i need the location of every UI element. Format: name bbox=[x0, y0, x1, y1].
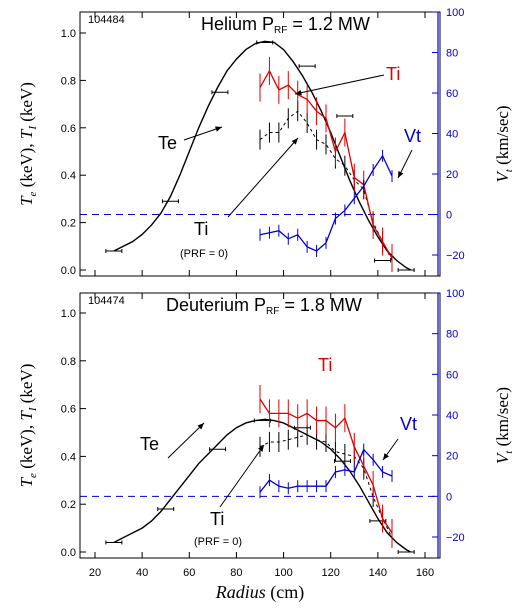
x-tick-label: 120 bbox=[322, 567, 340, 579]
ti-arrow-head bbox=[295, 89, 302, 96]
vt-annotation: Vt bbox=[400, 414, 417, 434]
te-annotation: Te bbox=[140, 434, 159, 454]
y-right-tick-label: 60 bbox=[446, 369, 458, 381]
vt-curve bbox=[259, 154, 393, 252]
vt-arrow-head bbox=[383, 453, 389, 460]
x-tick-label: 80 bbox=[230, 567, 242, 579]
panel-2: 0.0 0.2 0.4 0.6 0.8 1.0 −20 0 20 40 60 80 100 20 40 60 8… bbox=[17, 288, 515, 603]
y-right-tick-label: 20 bbox=[446, 169, 458, 181]
x-tick-label: 160 bbox=[416, 567, 434, 579]
axes-frame bbox=[79, 11, 441, 277]
shot-number: 104474 bbox=[88, 295, 125, 307]
y-right-tick-label: −20 bbox=[446, 532, 465, 544]
ti-arrow bbox=[294, 74, 385, 95]
y-left-tick-label: 1.0 bbox=[61, 308, 76, 320]
ti0-annotation: Ti bbox=[210, 509, 224, 529]
te-arrow bbox=[183, 126, 223, 141]
vt-annotation: Vt bbox=[404, 126, 421, 146]
axes-frame bbox=[79, 292, 441, 559]
y-left-tick-label: 0.0 bbox=[61, 547, 76, 559]
ti0-arrow-head bbox=[291, 138, 298, 145]
y-right-tick-label: 0 bbox=[446, 210, 452, 222]
te-curve bbox=[113, 418, 412, 553]
panel-title: Helium PRF = 1.2 MW bbox=[201, 14, 370, 36]
y-left-label: Te (keV), TI (keV) bbox=[17, 364, 39, 488]
y-left-tick-label: 0.8 bbox=[61, 75, 76, 87]
y-right-tick-label: 40 bbox=[446, 410, 458, 422]
ti0-note: (PRF = 0) bbox=[194, 536, 242, 548]
ti-curve bbox=[259, 69, 393, 259]
ti0-note: (PRF = 0) bbox=[180, 248, 228, 260]
y-left-tick-label: 0.0 bbox=[61, 265, 76, 277]
x-tick-label: 20 bbox=[89, 567, 101, 579]
te-arrow-head bbox=[215, 126, 222, 132]
te-arrow bbox=[167, 422, 205, 459]
y-left-tick-label: 0.2 bbox=[61, 218, 76, 230]
ti0-arrow-head bbox=[258, 445, 264, 452]
ti0-arrow bbox=[219, 444, 265, 508]
x-axis-label: Radius (cm) bbox=[215, 582, 305, 603]
te-arrow-head bbox=[197, 423, 204, 430]
ti0-arrow bbox=[227, 137, 299, 218]
y-right-tick-label: 0 bbox=[446, 491, 452, 503]
y-left-tick-label: 0.4 bbox=[61, 451, 76, 463]
x-tick-label: 140 bbox=[369, 567, 387, 579]
panel-1: 0.0 0.2 0.4 0.6 0.8 1.0 −20 0 20 40 60 80 100 104484 H… bbox=[17, 7, 515, 277]
y-right-tick-label: 80 bbox=[446, 48, 458, 60]
y-left-label: Te (keV), TI (keV) bbox=[17, 82, 39, 206]
y-right-tick-label: 100 bbox=[446, 288, 464, 300]
x-tick-label: 40 bbox=[136, 567, 148, 579]
y-left-tick-label: 0.6 bbox=[61, 123, 76, 135]
y-right-tick-label: 100 bbox=[446, 7, 464, 19]
x-tick-label: 60 bbox=[183, 567, 195, 579]
y-right-tick-label: 60 bbox=[446, 88, 458, 100]
y-left-tick-label: 0.6 bbox=[61, 404, 76, 416]
y-right-tick-label: 80 bbox=[446, 329, 458, 341]
y-left-tick-label: 0.8 bbox=[61, 356, 76, 368]
y-right-tick-label: −20 bbox=[446, 250, 465, 262]
y-right-tick-label: 40 bbox=[446, 129, 458, 141]
vt-arrow-head bbox=[398, 171, 404, 178]
panel-title: Deuterium PRF = 1.8 MW bbox=[166, 295, 362, 317]
y-right-tick-label: 20 bbox=[446, 451, 458, 463]
shot-number: 104484 bbox=[88, 14, 125, 26]
te-curve bbox=[113, 40, 412, 271]
y-left-tick-label: 0.2 bbox=[61, 499, 76, 511]
x-tick-label: 100 bbox=[274, 567, 292, 579]
ti0-curve bbox=[259, 110, 393, 261]
ti0-annotation: Ti bbox=[194, 219, 208, 239]
y-right-label: Vt (km/sec) bbox=[493, 387, 515, 464]
y-left-tick-label: 0.4 bbox=[61, 170, 76, 182]
ti-annotation: Ti bbox=[386, 64, 400, 84]
y-left-tick-label: 1.0 bbox=[61, 28, 76, 40]
te-annotation: Te bbox=[158, 133, 177, 153]
y-right-label: Vt (km/sec) bbox=[493, 105, 515, 182]
ti-annotation: Ti bbox=[318, 355, 332, 375]
